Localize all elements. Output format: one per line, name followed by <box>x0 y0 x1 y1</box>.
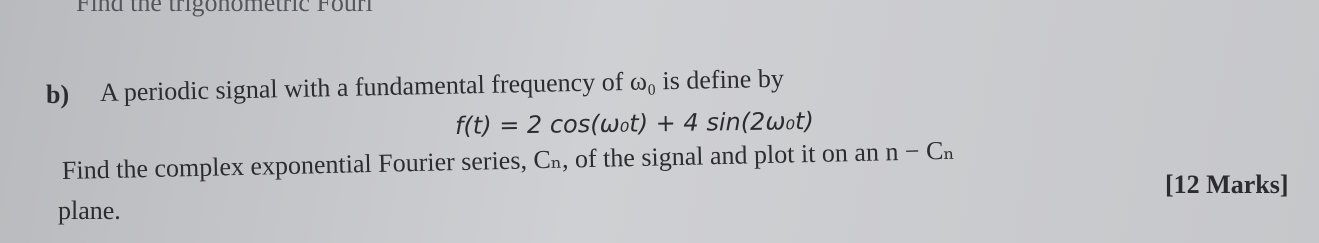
question-intro: A periodic signal with a fundamental fre… <box>99 63 785 107</box>
part-label: b) <box>46 80 70 109</box>
marks: [12 Marks] <box>1165 170 1289 199</box>
cut-off-line: Find the trigonometric Fouri <box>76 0 373 17</box>
equation: f(t) = 2 cos(ω₀t) + 4 sin(2ω₀t) <box>454 106 815 140</box>
question-task: Find the complex exponential Fourier ser… <box>61 135 955 185</box>
question-continuation: plane. <box>58 196 121 225</box>
